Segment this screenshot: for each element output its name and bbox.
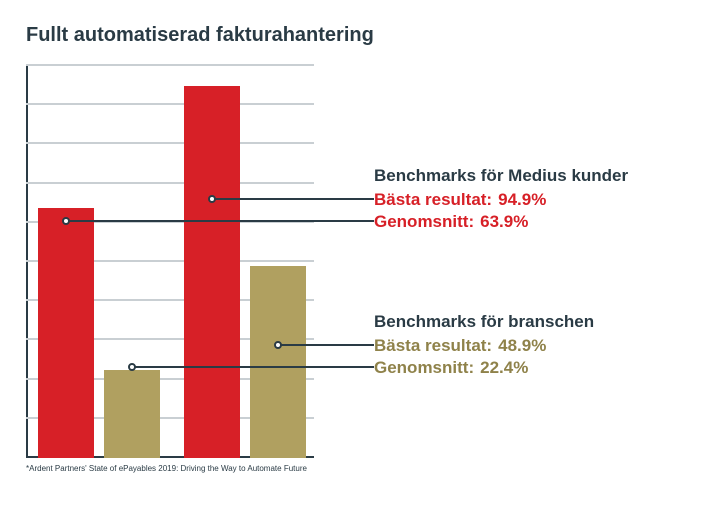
bar (104, 370, 160, 458)
legend-line-avg: Genomsnitt: 63.9% (374, 212, 628, 232)
bar (184, 86, 240, 458)
chart-container: Fullt automatiserad fakturahantering Ben… (0, 0, 720, 522)
connector-dot (274, 341, 282, 349)
bar (250, 266, 306, 458)
chart-footnote: *Ardent Partners' State of ePayables 201… (26, 464, 307, 473)
legend-block: Benchmarks för branschen Bästa resultat: 4… (374, 312, 594, 378)
legend-label: Genomsnitt: (374, 212, 474, 231)
connector-dot (62, 217, 70, 225)
gridline (26, 182, 314, 184)
gridline (26, 64, 314, 66)
legend-value: 94.9% (498, 190, 546, 209)
legend-label: Genomsnitt: (374, 358, 474, 377)
gridline (26, 103, 314, 105)
legend-value: 63.9% (480, 212, 528, 231)
connector-line (278, 344, 374, 346)
connector-line (66, 220, 374, 222)
chart-title: Fullt automatiserad fakturahantering (26, 24, 374, 47)
legend-title: Benchmarks för branschen (374, 312, 594, 332)
gridline (26, 142, 314, 144)
legend-line-best: Bästa resultat: 94.9% (374, 190, 628, 210)
legend-line-best: Bästa resultat: 48.9% (374, 336, 594, 356)
legend-block: Benchmarks för Medius kunder Bästa result… (374, 166, 628, 232)
legend-label: Bästa resultat: (374, 190, 492, 209)
legend-line-avg: Genomsnitt: 22.4% (374, 358, 594, 378)
chart-area (26, 66, 314, 458)
connector-line (132, 366, 374, 368)
axis-y (26, 66, 28, 458)
legend-label: Bästa resultat: (374, 336, 492, 355)
connector-dot (128, 363, 136, 371)
legend-value: 22.4% (480, 358, 528, 377)
legend-value: 48.9% (498, 336, 546, 355)
bar (38, 208, 94, 458)
connector-line (212, 198, 374, 200)
connector-dot (208, 195, 216, 203)
legend-title: Benchmarks för Medius kunder (374, 166, 628, 186)
